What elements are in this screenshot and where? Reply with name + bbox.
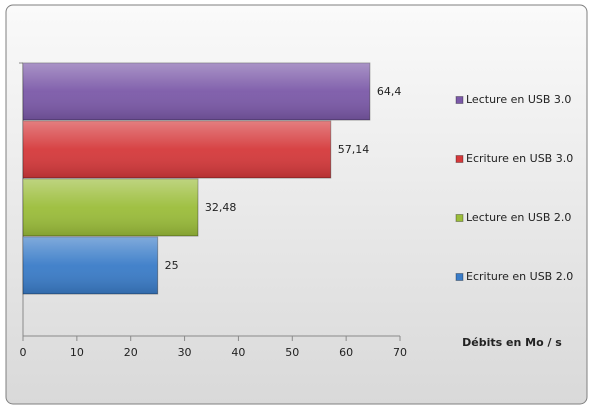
legend-label: Lecture en USB 2.0 <box>466 211 571 224</box>
x-tick-label: 70 <box>393 346 407 359</box>
value-label: 57,14 <box>338 143 370 156</box>
x-tick-label: 30 <box>178 346 192 359</box>
legend-label: Ecriture en USB 3.0 <box>466 152 573 165</box>
x-axis-label: Débits en Mo / s <box>462 336 562 349</box>
legend-marker <box>455 214 464 222</box>
bar <box>22 178 199 237</box>
bar <box>22 236 159 295</box>
legend-marker <box>455 273 464 281</box>
legend-marker <box>455 96 464 104</box>
x-tick-label: 10 <box>70 346 84 359</box>
x-tick-label: 20 <box>124 346 138 359</box>
legend-marker <box>455 155 464 163</box>
bar <box>22 120 332 179</box>
value-label: 32,48 <box>205 201 237 214</box>
x-tick-label: 40 <box>231 346 245 359</box>
bar <box>22 62 371 121</box>
value-label: 64,4 <box>377 85 402 98</box>
x-tick-label: 60 <box>339 346 353 359</box>
x-tick-label: 50 <box>285 346 299 359</box>
x-tick-label: 0 <box>20 346 27 359</box>
legend-label: Ecriture en USB 2.0 <box>466 270 573 283</box>
legend-label: Lecture en USB 3.0 <box>466 93 571 106</box>
value-label: 25 <box>165 259 179 272</box>
